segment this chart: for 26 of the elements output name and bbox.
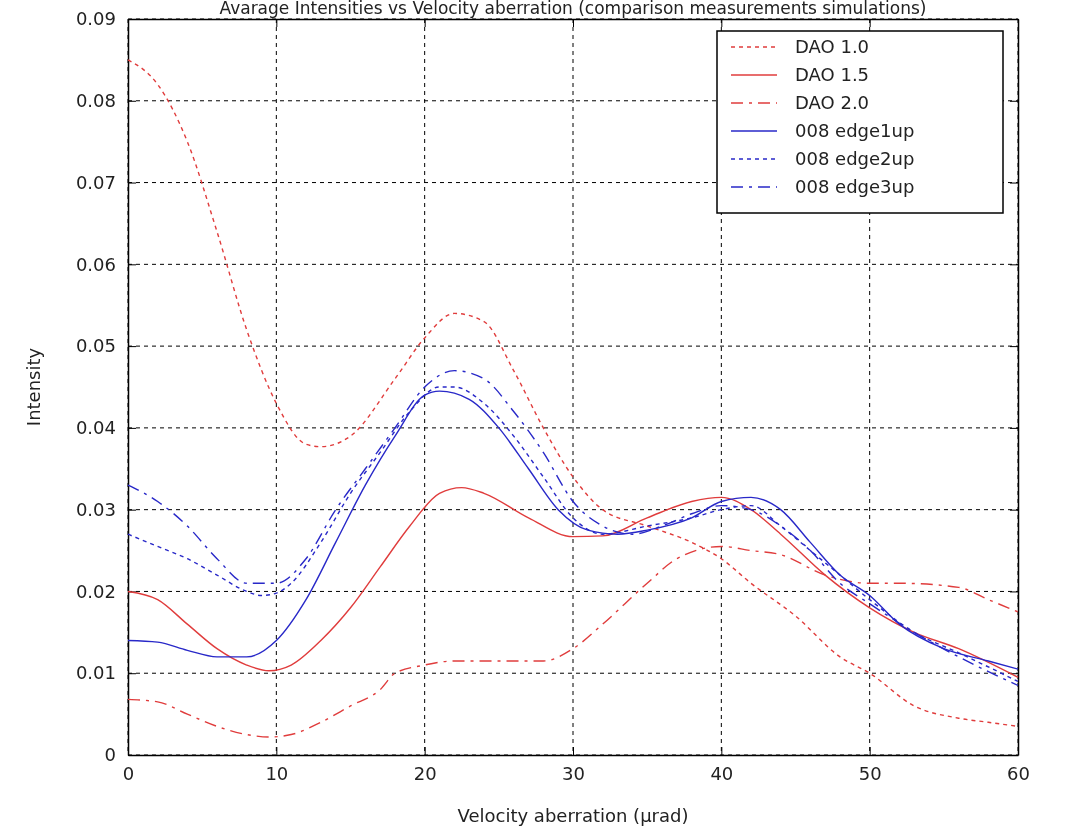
y-tick-label: 0.06 — [75, 253, 116, 275]
legend-label: DAO 1.5 — [795, 64, 870, 85]
x-axis-title: Velocity aberration (µrad) — [457, 805, 689, 826]
y-tick-label: 0.03 — [75, 498, 116, 520]
x-tick-label: 60 — [1007, 762, 1030, 784]
legend-label: DAO 1.0 — [795, 36, 870, 57]
x-tick-label: 0 — [122, 762, 135, 784]
y-axis-title: Intensity — [23, 347, 44, 427]
y-tick-label: 0.04 — [75, 417, 116, 439]
x-tick-label: 20 — [413, 762, 437, 784]
x-tick-label: 50 — [858, 762, 882, 784]
y-tick-label: 0.08 — [75, 90, 116, 112]
y-tick-label: 0.02 — [75, 580, 116, 602]
legend-label: 008 edge2up — [795, 148, 915, 169]
y-tick-label: 0.01 — [75, 662, 116, 684]
y-tick-label: 0.09 — [75, 8, 116, 30]
y-tick-label: 0 — [104, 744, 116, 766]
x-tick-label: 30 — [562, 762, 585, 784]
legend-label: DAO 2.0 — [795, 92, 870, 113]
y-tick-label: 0.05 — [75, 335, 116, 357]
legend-label: 008 edge1up — [795, 120, 915, 141]
x-tick-label: 40 — [710, 762, 734, 784]
legend-label: 008 edge3up — [795, 176, 915, 197]
x-tick-label: 10 — [265, 762, 289, 784]
y-tick-label: 0.07 — [75, 171, 116, 193]
chart-title: Avarage Intensities vs Velocity aberration (comparison measurements simulations) — [219, 0, 927, 18]
